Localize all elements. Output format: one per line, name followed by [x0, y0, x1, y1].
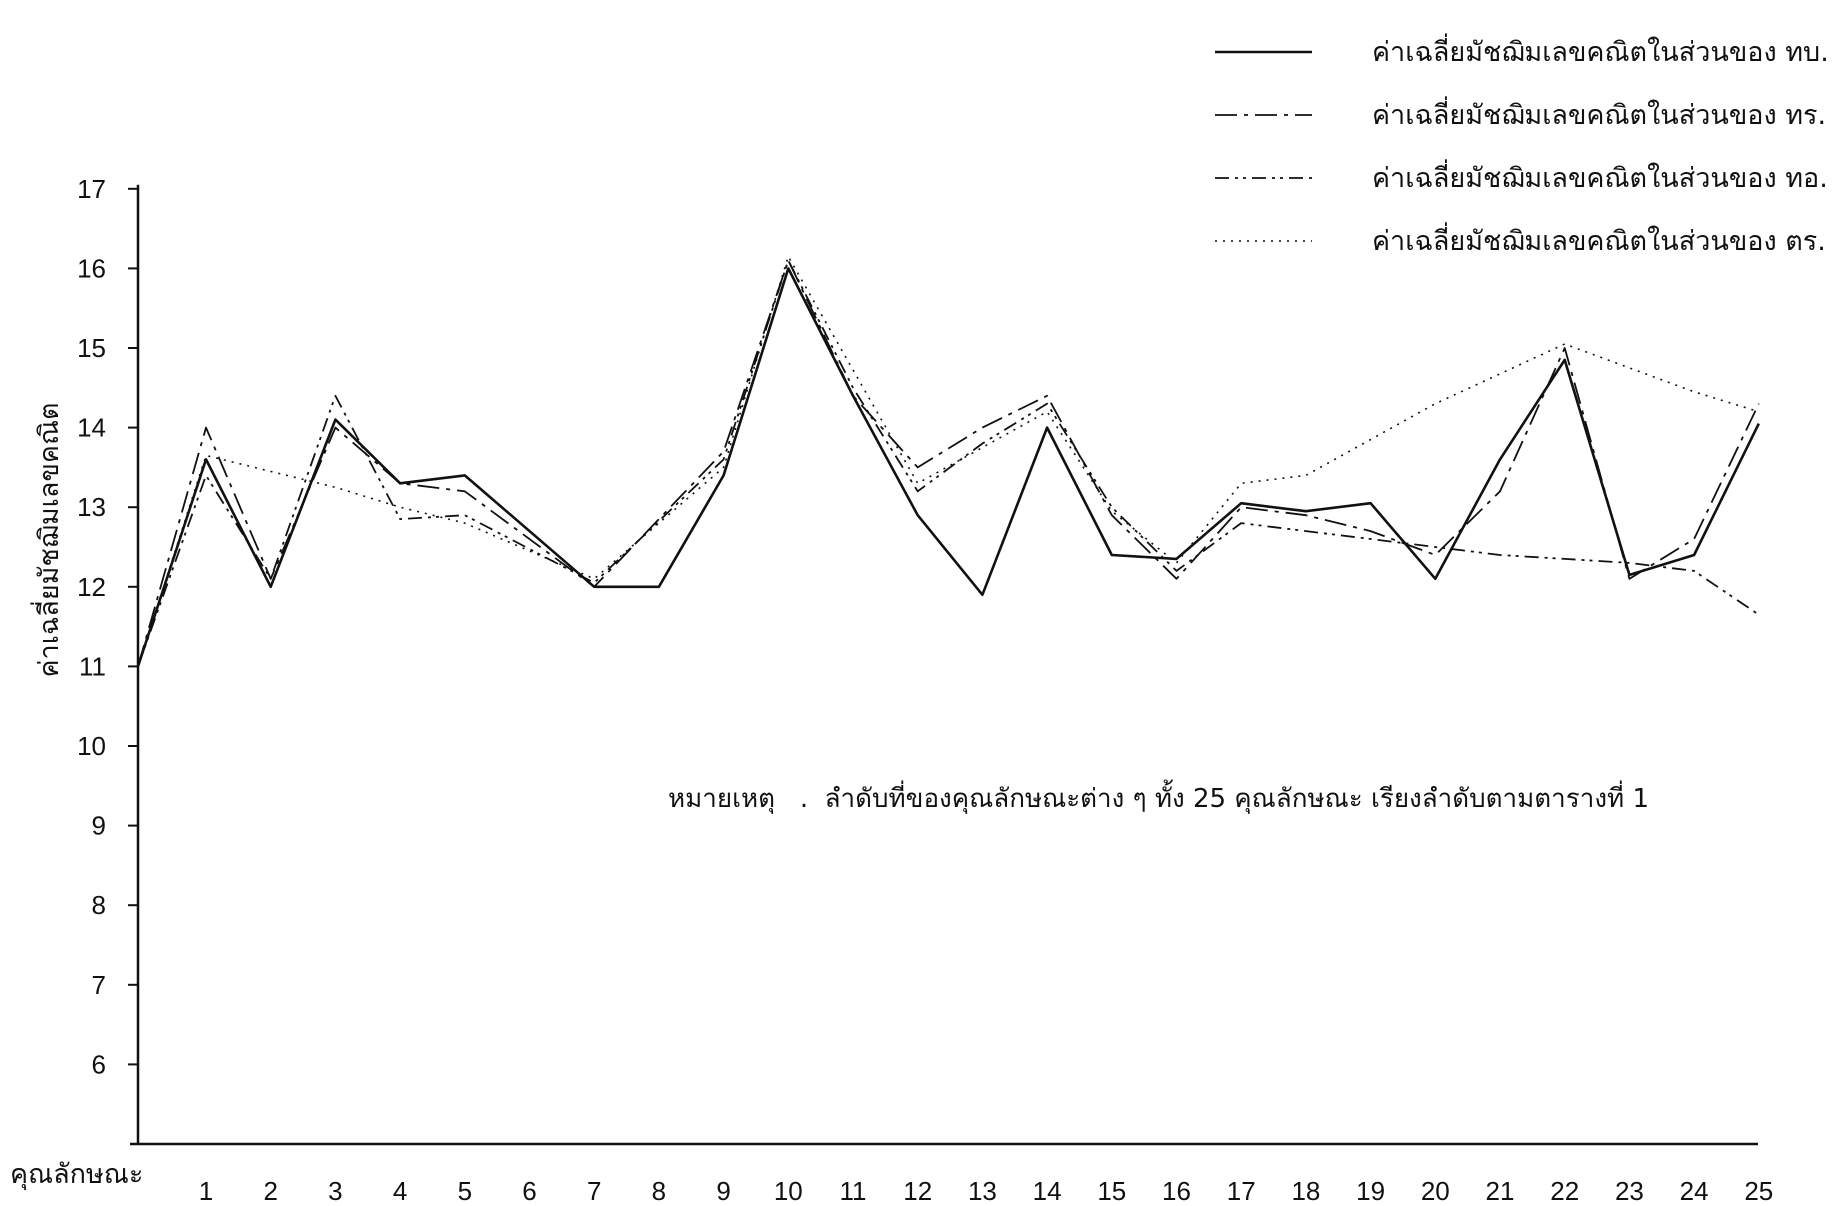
- series-line-3: [137, 259, 1760, 667]
- x-tick-label: 14: [1033, 1176, 1062, 1206]
- x-tick-label: 13: [968, 1176, 997, 1206]
- x-tick-label: 19: [1356, 1176, 1385, 1206]
- axes: [130, 184, 1758, 1146]
- y-tick-label: 17: [77, 174, 106, 204]
- y-tick-label: 9: [92, 811, 106, 841]
- y-tick-label: 6: [92, 1049, 106, 1079]
- x-tick-label: 4: [393, 1176, 407, 1206]
- x-tick-label: 20: [1421, 1176, 1450, 1206]
- y-tick-label: 7: [92, 970, 106, 1000]
- y-ticks: 6 7 8 9 10 11 12 13 14 15 16 17: [77, 174, 138, 1079]
- x-tick-label: 3: [328, 1176, 342, 1206]
- x-tick-label: 15: [1097, 1176, 1126, 1206]
- legend: ค่าเฉลี่ยมัชฌิมเลขคณิตในส่วนของ ทบ. ค่าเฉ…: [1215, 33, 1829, 257]
- x-tick-label: 16: [1162, 1176, 1191, 1206]
- x-tick-label: 7: [587, 1176, 601, 1206]
- y-tick-label: 15: [77, 333, 106, 363]
- x-ticks: 1 2 3 4 5 6 7 8 9 10 11 12 13 14 15 16 17 18 19 20 21 22 23 24 2…: [199, 1176, 1773, 1206]
- x-tick-label: 9: [716, 1176, 730, 1206]
- x-axis-title: คุณลักษณะ: [10, 1159, 143, 1191]
- y-tick-label: 12: [77, 572, 106, 602]
- legend-label-2: ค่าเฉลี่ยมัชฌิมเลขคณิตในส่วนของ ทร.: [1372, 96, 1826, 131]
- series-line-1: [136, 267, 1760, 667]
- x-tick-label: 18: [1291, 1176, 1320, 1206]
- x-tick-label: 5: [458, 1176, 472, 1206]
- y-tick-label: 8: [92, 890, 106, 920]
- series-line-4: [137, 255, 1760, 667]
- x-tick-label: 22: [1550, 1176, 1579, 1206]
- x-tick-label: 8: [652, 1176, 666, 1206]
- y-tick-label: 13: [77, 492, 106, 522]
- y-tick-label: 14: [77, 413, 106, 443]
- x-tick-label: 10: [774, 1176, 803, 1206]
- x-tick-label: 1: [199, 1176, 213, 1206]
- series-line-2: [137, 259, 1760, 667]
- legend-label-1: ค่าเฉลี่ยมัชฌิมเลขคณิตในส่วนของ ทบ.: [1372, 33, 1829, 68]
- y-tick-label: 11: [79, 651, 106, 681]
- x-tick-label: 24: [1680, 1176, 1709, 1206]
- legend-label-3: ค่าเฉลี่ยมัชฌิมเลขคณิตในส่วนของ ทอ.: [1372, 159, 1828, 194]
- x-tick-label: 17: [1227, 1176, 1256, 1206]
- x-tick-label: 25: [1744, 1176, 1773, 1206]
- x-tick-label: 12: [903, 1176, 932, 1206]
- y-tick-label: 16: [77, 253, 106, 283]
- x-tick-label: 2: [263, 1176, 277, 1206]
- x-tick-label: 23: [1615, 1176, 1644, 1206]
- x-tick-label: 11: [840, 1176, 867, 1206]
- y-tick-label: 10: [77, 731, 106, 761]
- series-lines: [136, 255, 1760, 667]
- x-tick-label: 6: [522, 1176, 536, 1206]
- x-tick-label: 21: [1486, 1176, 1515, 1206]
- y-axis-title: ค่าเฉลี่ยมัชฌิมเลขคณิต: [30, 402, 65, 677]
- legend-label-4: ค่าเฉลี่ยมัชฌิมเลขคณิตในส่วนของ ตร.: [1372, 222, 1826, 257]
- note-text: หมายเหตุ . ลำดับที่ของคุณลักษณะต่าง ๆ ทั…: [668, 779, 1649, 814]
